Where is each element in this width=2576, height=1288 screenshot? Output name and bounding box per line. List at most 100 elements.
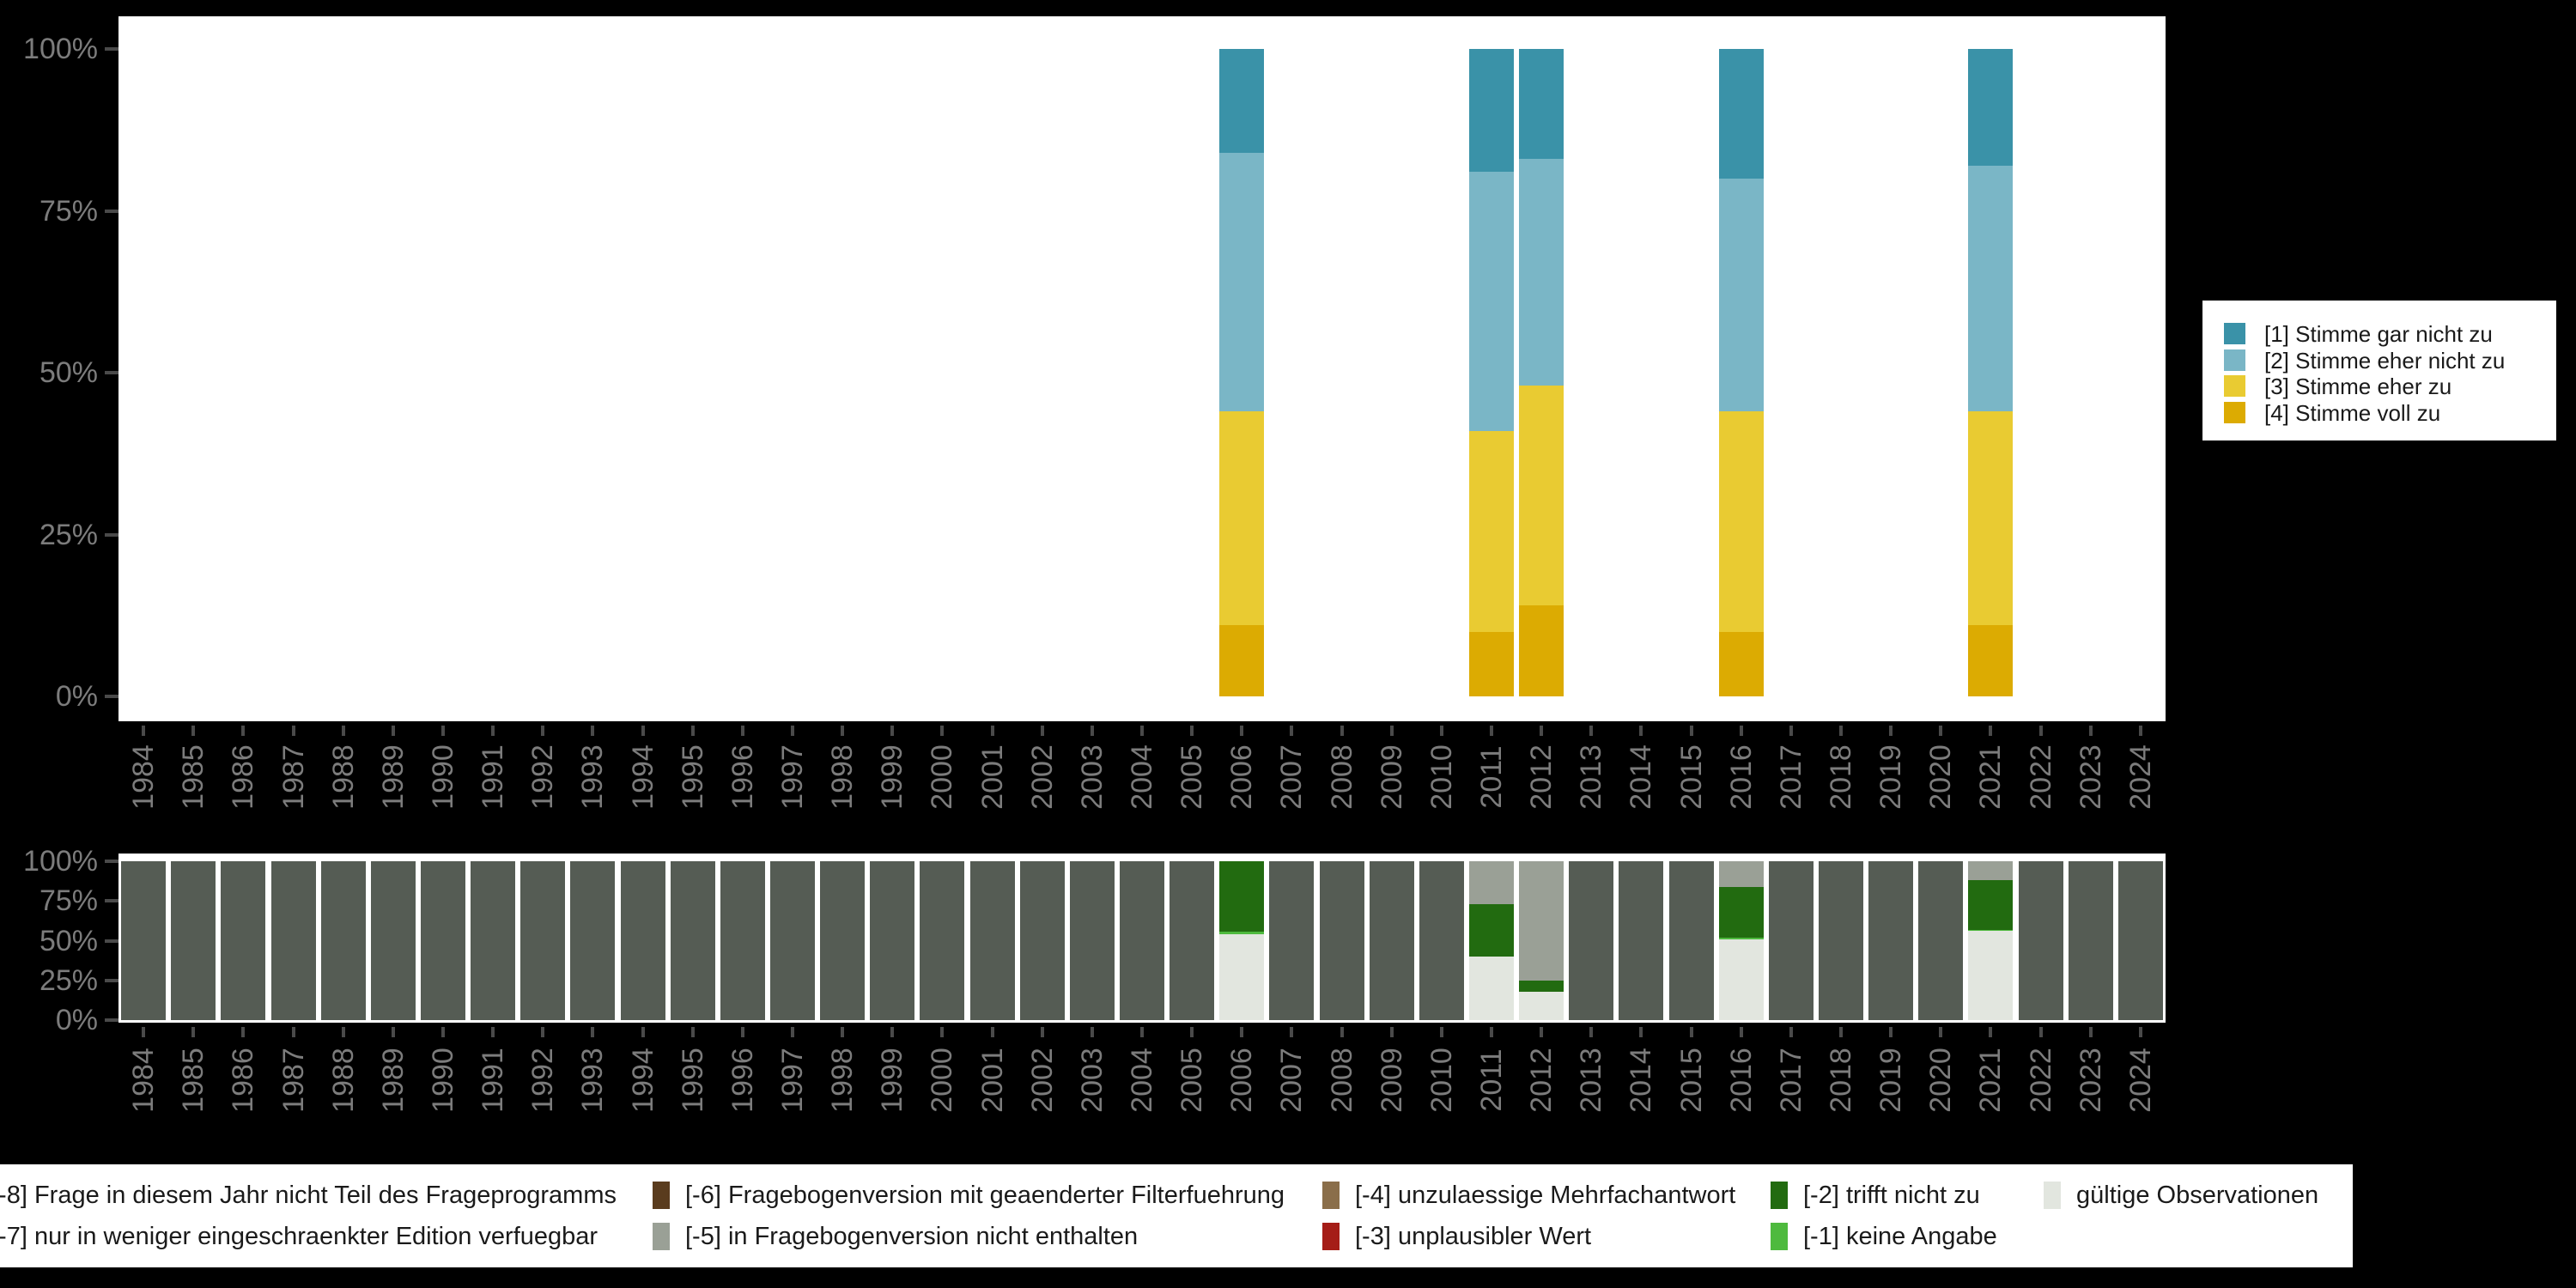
missing-legend-key--1: [1771, 1223, 1788, 1250]
x-axis-tick-mark: [990, 1027, 994, 1037]
bar-segment--2: [1968, 880, 2014, 930]
bar-segment--8: [769, 861, 815, 1020]
x-axis-year-label: 1995: [676, 744, 709, 810]
missing-legend-label: gültige Observationen: [2076, 1182, 2319, 1209]
x-axis-tick-mark: [2088, 726, 2093, 736]
x-axis-tick-mark: [591, 726, 595, 736]
y-axis-tick-mark: [105, 695, 118, 698]
y-axis-tick-mark: [105, 209, 118, 213]
legend-item-label: [4] Stimme voll zu: [2264, 399, 2441, 426]
x-axis-year-label: 2008: [1325, 1048, 1358, 1113]
x-axis-year-label: 1991: [477, 744, 510, 810]
bar-segment-1: [1718, 49, 1764, 179]
x-axis-year-label: 2019: [1874, 744, 1908, 810]
missing-legend-label: [-3] unplausibler Wert: [1355, 1223, 1592, 1250]
x-axis-year-label: 2019: [1874, 1048, 1908, 1113]
x-axis-tick-mark: [241, 1027, 246, 1037]
bar-segment-2: [1219, 152, 1265, 412]
legend-item: [1] Stimme gar nicht zu: [2224, 321, 2542, 347]
x-axis-tick-mark: [1439, 1027, 1443, 1037]
x-axis-tick-mark: [291, 726, 295, 736]
x-axis-year-label: 2009: [1375, 744, 1408, 810]
x-axis-year-label: 1990: [426, 744, 459, 810]
x-axis-year-label: 1996: [726, 1048, 759, 1113]
top-chart-panel: [118, 16, 2166, 721]
x-axis-year-label: 2013: [1575, 1048, 1608, 1113]
x-axis-year-label: 1985: [177, 744, 210, 810]
bar-segment--8: [471, 861, 516, 1020]
bar-segment--8: [221, 861, 266, 1020]
y-axis-tick-label: 0%: [55, 680, 98, 713]
x-axis-year-label: 2004: [1126, 1048, 1158, 1113]
x-axis-year-label: 1998: [826, 1048, 860, 1113]
x-axis-tick-mark: [491, 1027, 495, 1037]
bar-segment--2: [1469, 903, 1515, 957]
y-axis-tick-label: 50%: [39, 924, 98, 957]
x-axis-tick-mark: [541, 726, 545, 736]
x-axis-year-label: 2022: [2024, 744, 2057, 810]
x-axis-tick-mark: [841, 726, 845, 736]
legend-key-swatch: [2224, 349, 2245, 371]
y-axis-tick-mark: [105, 978, 118, 982]
x-axis-tick-mark: [1639, 1027, 1643, 1037]
bar-segment-3: [1469, 430, 1515, 632]
y-axis-tick-label: 100%: [23, 33, 98, 65]
bar-segment-4: [1469, 631, 1515, 696]
x-axis-year-label: 2016: [1724, 1048, 1758, 1113]
x-axis-tick-mark: [890, 1027, 895, 1037]
bar-segment-1: [1219, 49, 1265, 153]
bar-segment--8: [370, 861, 416, 1020]
x-axis-tick-mark: [1389, 726, 1394, 736]
missing-legend-key--5: [653, 1223, 670, 1250]
missing-legend-label: [-8] Frage in diesem Jahr nicht Teil des…: [0, 1182, 617, 1209]
x-axis-tick-mark: [1340, 1027, 1344, 1037]
x-axis-year-label: 1992: [526, 1048, 560, 1113]
x-axis-year-label: 1986: [227, 744, 260, 810]
x-axis-tick-mark: [1739, 726, 1743, 736]
bar-segment--1: [1718, 937, 1764, 939]
x-axis-tick-mark: [940, 726, 945, 736]
x-axis-year-label: 1988: [326, 744, 360, 810]
bar-segment-1: [1469, 49, 1515, 173]
x-axis-tick-mark: [1739, 1027, 1743, 1037]
x-axis-tick-mark: [1939, 1027, 1943, 1037]
x-axis-year-label: 1998: [826, 744, 860, 810]
x-axis-tick-mark: [1140, 726, 1144, 736]
bar-segment--8: [870, 861, 915, 1020]
bar-segment-1: [1519, 49, 1564, 160]
bar-segment-4: [1219, 625, 1265, 696]
x-axis-year-label: 1989: [376, 1048, 410, 1113]
legend-item: [3] Stimme eher zu: [2224, 374, 2542, 399]
x-axis-year-label: 1989: [376, 744, 410, 810]
x-axis-year-label: 1999: [876, 1048, 909, 1113]
x-axis-year-label: 2012: [1525, 1048, 1558, 1113]
x-axis-tick-mark: [142, 1027, 146, 1037]
x-axis-year-label: 2006: [1225, 1048, 1259, 1113]
x-axis-tick-mark: [1240, 726, 1244, 736]
x-axis-year-label: 1988: [326, 1048, 360, 1113]
x-axis-year-label: 2007: [1275, 1048, 1309, 1113]
bar-segment--8: [1768, 861, 1814, 1020]
x-axis-year-label: 2000: [926, 744, 959, 810]
x-axis-tick-mark: [740, 726, 744, 736]
legend-item: [4] Stimme voll zu: [2224, 399, 2542, 426]
x-axis-tick-mark: [1839, 1027, 1844, 1037]
x-axis-tick-mark: [1439, 726, 1443, 736]
y-axis-tick-mark: [105, 371, 118, 374]
y-axis-tick-label: 100%: [23, 845, 98, 878]
x-axis-tick-mark: [2038, 726, 2043, 736]
x-axis-tick-mark: [790, 1027, 794, 1037]
x-axis-tick-mark: [690, 1027, 695, 1037]
x-axis-tick-mark: [391, 726, 395, 736]
bar-segment--8: [320, 861, 366, 1020]
x-axis-year-label: 2024: [2123, 744, 2157, 810]
x-axis-year-label: 1993: [576, 1048, 610, 1113]
missing-legend-key--2: [1771, 1182, 1788, 1209]
x-axis-year-label: 2024: [2123, 1048, 2157, 1113]
bar-segment-4: [1718, 631, 1764, 696]
x-axis-year-label: 2007: [1275, 744, 1309, 810]
legend-item-label: [3] Stimme eher zu: [2264, 374, 2452, 399]
bar-segment--8: [1619, 861, 1664, 1020]
x-axis-tick-mark: [391, 1027, 395, 1037]
x-axis-year-label: 2010: [1425, 1048, 1458, 1113]
